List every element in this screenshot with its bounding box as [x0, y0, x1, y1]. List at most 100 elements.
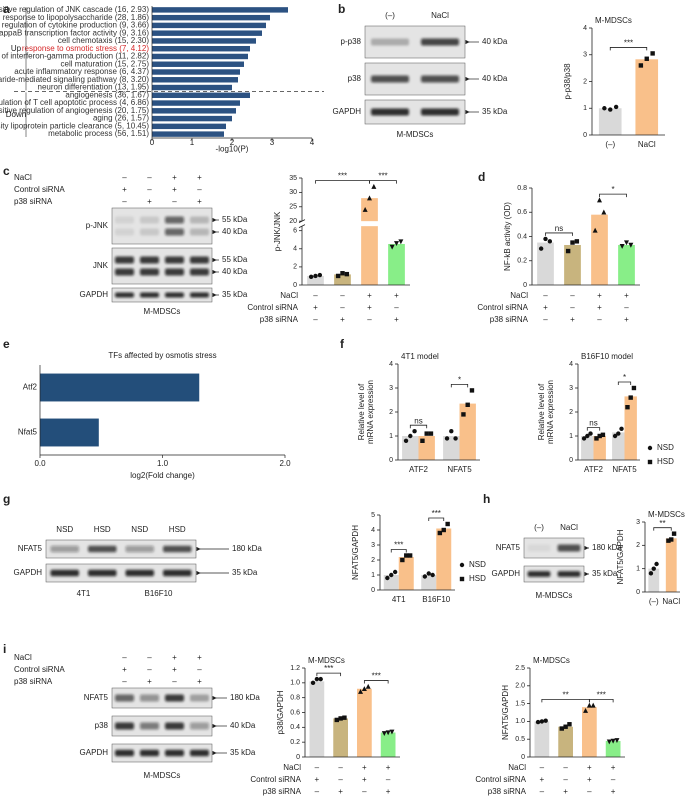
significance-label: *** [378, 172, 387, 181]
bar [648, 568, 660, 592]
data-point [344, 271, 350, 277]
condition-sign: + [362, 775, 367, 784]
kda-label: 40 kDa [482, 37, 508, 46]
chart-title: B16F10 model [581, 352, 633, 361]
condition-label: p38 siRNA [488, 787, 527, 796]
condition-label: Control siRNA [250, 775, 301, 784]
condition-sign: + [386, 787, 391, 796]
x-tick-label: (–) [605, 140, 615, 149]
blot-band [421, 108, 459, 116]
condition-sign: – [587, 787, 592, 796]
y-axis-label: Relative level of [537, 383, 546, 440]
data-point [543, 236, 548, 242]
blot-row-label: NFAT5 [84, 693, 109, 702]
data-point [588, 431, 593, 436]
data-point [574, 239, 580, 244]
kda-label: 180 kDa [592, 543, 622, 552]
condition-sign: + [394, 291, 399, 300]
chart-title: M-MDSCs [308, 656, 345, 665]
condition-label: NaCl [508, 763, 526, 772]
y-tick-label: 0.2 [290, 739, 300, 746]
condition-sign: + [172, 665, 177, 674]
condition-sign: + [197, 653, 202, 662]
condition-sign: + [624, 291, 629, 300]
blot-band [165, 749, 184, 757]
condition-sign: + [587, 775, 592, 784]
bar [534, 721, 550, 757]
y-tick-label: 20 [289, 218, 297, 225]
blot-row-label: p-JNK [86, 221, 109, 230]
data-point [539, 719, 545, 724]
condition-label: Control siRNA [14, 665, 65, 674]
condition-label: Control siRNA [14, 185, 65, 194]
condition-sign: + [597, 303, 602, 312]
y-tick-label: 0 [583, 132, 587, 139]
condition-sign: + [197, 197, 202, 206]
blot-row-label: NFAT5 [18, 544, 43, 553]
y-tick-label: 0.8 [517, 185, 527, 192]
kda-label: 35 kDa [592, 569, 618, 578]
condition-sign: – [386, 775, 391, 784]
chart-title: M-MDSCs [533, 656, 570, 665]
condition-sign: + [611, 787, 616, 796]
kda-label: 40 kDa [230, 721, 256, 730]
y-tick-label: 2.5 [515, 665, 525, 672]
condition-sign: + [394, 315, 399, 324]
bar [152, 84, 232, 91]
data-point [358, 689, 364, 694]
blot-caption: M-MDSCs [536, 591, 573, 600]
y-tick-label: 2 [636, 542, 640, 549]
data-point [535, 719, 541, 725]
panel-letter: a [3, 2, 10, 16]
significance-label: ns [414, 416, 422, 425]
blot-band [115, 749, 134, 757]
category-label: Nfat5 [18, 428, 38, 437]
data-point [404, 553, 409, 558]
data-point [619, 426, 624, 431]
condition-sign: + [313, 303, 318, 312]
data-point [314, 676, 320, 682]
y-tick-label: 4 [293, 246, 297, 253]
y-axis-label: p-p38/p38 [563, 63, 572, 100]
blot-band [190, 722, 209, 730]
condition-sign: + [147, 677, 152, 686]
data-point [441, 527, 446, 533]
data-point [625, 405, 630, 410]
data-point [606, 739, 612, 745]
significance-bracket [617, 381, 632, 385]
data-point [367, 195, 372, 201]
data-point [408, 433, 413, 439]
category-label: Atf2 [23, 383, 38, 392]
data-point [453, 436, 458, 441]
condition-label: Control siRNA [477, 303, 528, 312]
category-label: cell chemotaxis (15, 2.30) [58, 36, 149, 45]
condition-sign: + [122, 185, 127, 194]
data-point [371, 183, 377, 189]
condition-sign: – [367, 315, 372, 324]
data-point [389, 729, 395, 735]
blot-band [421, 38, 459, 46]
condition-sign: – [197, 665, 202, 674]
bar [152, 108, 236, 114]
data-point [613, 104, 619, 110]
condition-label: NaCl [280, 291, 298, 300]
kda-label: 35 kDa [482, 107, 508, 116]
data-point [654, 561, 659, 567]
y-tick-label: 0 [293, 282, 297, 289]
condition-sign: – [362, 787, 367, 796]
blot-band [527, 544, 551, 552]
category-label: response to lipopolysaccharide (28, 1.86… [3, 13, 150, 22]
blot-band [421, 75, 459, 83]
x-tick-label: 1 [190, 138, 195, 147]
data-point [437, 530, 443, 536]
y-tick-label: 4 [583, 25, 587, 32]
significance-bracket [586, 427, 601, 431]
kda-label: 40 kDa [222, 267, 248, 276]
data-point [308, 274, 314, 280]
x-tick-label: 2 [230, 138, 235, 147]
y-axis-label: mRNA expression [546, 380, 555, 444]
condition-label: NaCl [510, 291, 528, 300]
blot-band [115, 292, 134, 298]
bar [152, 7, 288, 13]
y-tick-label: 3 [636, 519, 640, 526]
